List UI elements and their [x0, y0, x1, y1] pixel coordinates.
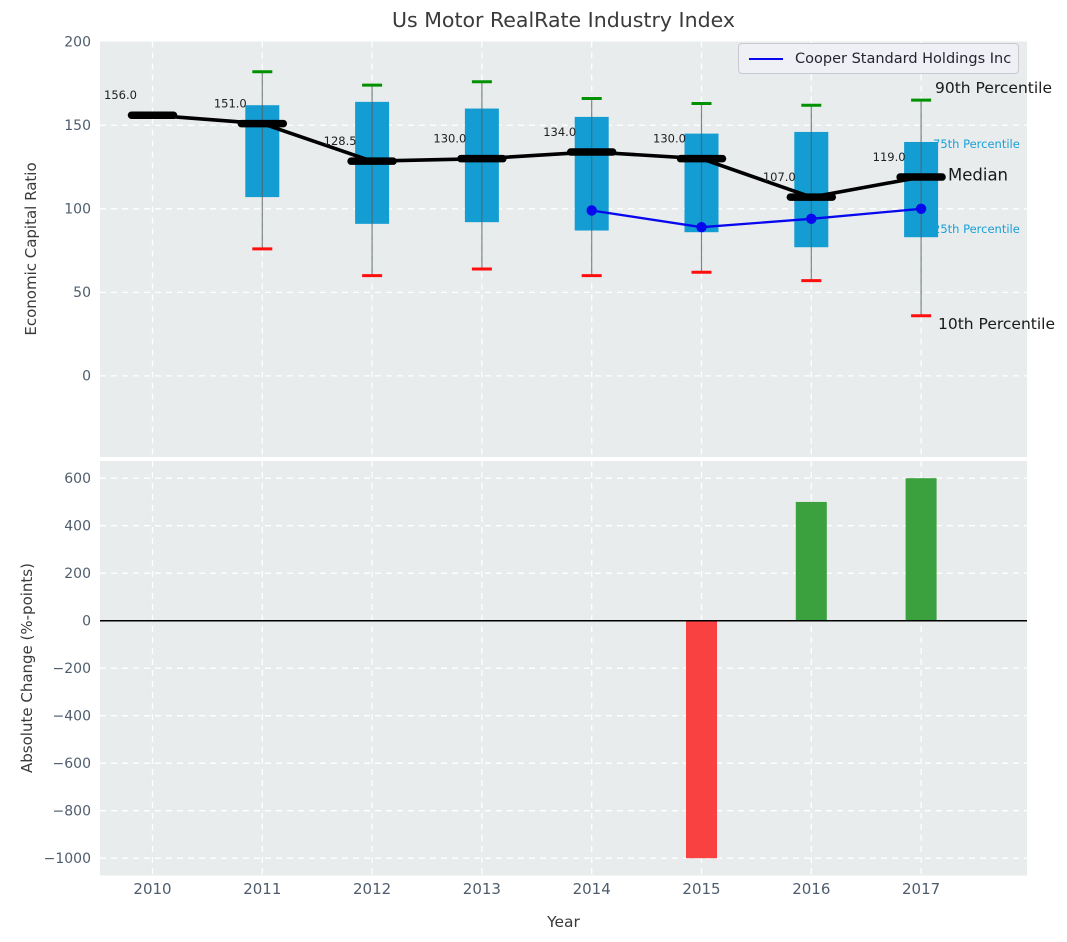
bottom-y-tick--200: −200: [53, 661, 91, 677]
box-group-2015: [684, 102, 719, 274]
annotation-90th-percentile: 90th Percentile: [935, 79, 1053, 97]
median-value-label-2015: 130.0: [653, 132, 686, 146]
x-tick-2011: 2011: [243, 880, 281, 898]
bottom-y-tick-400: 400: [64, 519, 91, 535]
bottom-y-tick-600: 600: [64, 471, 91, 487]
box-group-2013: [464, 80, 499, 271]
bottom-y-tick--800: −800: [53, 804, 91, 820]
change-bar-2016: [795, 501, 827, 621]
box-group-2016: [794, 103, 829, 283]
legend-label: Cooper Standard Holdings Inc: [795, 50, 1012, 67]
x-tick-labels: 2010 2011 2012 2013 2014 2015 2016 2017: [133, 880, 940, 898]
median-value-label-2017: 119.0: [873, 150, 906, 164]
median-value-label-2016: 107.0: [763, 170, 796, 184]
annotation-25th-percentile: 25th Percentile: [933, 222, 1020, 236]
median-line: [152, 113, 922, 199]
bottom-y-tick--600: −600: [53, 756, 91, 772]
series-cooper-standard: [586, 203, 927, 233]
box-group-2017: [904, 98, 939, 318]
top-y-axis-label: Economic Capital Ratio: [22, 162, 40, 336]
series-point-2016: [806, 213, 817, 225]
top-y-tick-200: 200: [64, 35, 91, 51]
bottom-y-tick--1000: −1000: [44, 851, 91, 867]
x-tick-2015: 2015: [682, 880, 720, 898]
series-point-2015: [696, 221, 707, 233]
x-tick-2017: 2017: [902, 880, 940, 898]
change-bar-2017: [905, 478, 937, 621]
annotation-75th-percentile: 75th Percentile: [933, 137, 1020, 151]
legend: Cooper Standard Holdings Inc: [738, 43, 1019, 74]
median-value-label-2010: 156.0: [104, 88, 137, 102]
bottom-y-tick-labels: 600 400 200 0 −200 −400 −600 −800 −1000: [44, 471, 91, 867]
x-tick-2014: 2014: [573, 880, 611, 898]
legend-line-sample: [749, 57, 783, 60]
median-value-label-2013: 130.0: [433, 132, 466, 146]
median-value-label-2011: 151.0: [214, 97, 247, 111]
annotation-median: Median: [948, 165, 1009, 185]
x-tick-2013: 2013: [463, 880, 501, 898]
median-value-label-2014: 134.0: [543, 125, 576, 139]
bottom-y-tick-0: 0: [82, 614, 91, 630]
top-y-tick-150: 150: [64, 118, 91, 134]
series-point-2014: [586, 205, 597, 216]
median-value-label-2012: 128.5: [324, 134, 357, 148]
chart-title: Us Motor RealRate Industry Index: [392, 8, 735, 32]
x-axis-label: Year: [547, 913, 580, 931]
x-tick-2012: 2012: [353, 880, 391, 898]
top-plot: 156.0 151.0 128.5 130.0 134.0 130.0 107.0 119.0…: [64, 35, 1027, 457]
bottom-y-tick-200: 200: [64, 566, 91, 582]
top-y-tick-0: 0: [82, 369, 91, 385]
top-y-tick-100: 100: [64, 202, 91, 218]
bottom-y-axis-label: Absolute Change (%-points): [18, 563, 36, 773]
x-tick-2010: 2010: [133, 880, 171, 898]
top-y-tick-50: 50: [73, 285, 91, 301]
series-point-2017: [915, 203, 927, 214]
change-bar-2015: [686, 620, 717, 859]
top-y-tick-labels: 200 150 100 50 0: [64, 35, 91, 385]
x-tick-2016: 2016: [792, 880, 830, 898]
annotation-10th-percentile: 10th Percentile: [938, 315, 1056, 333]
bottom-y-tick--400: −400: [53, 709, 91, 725]
